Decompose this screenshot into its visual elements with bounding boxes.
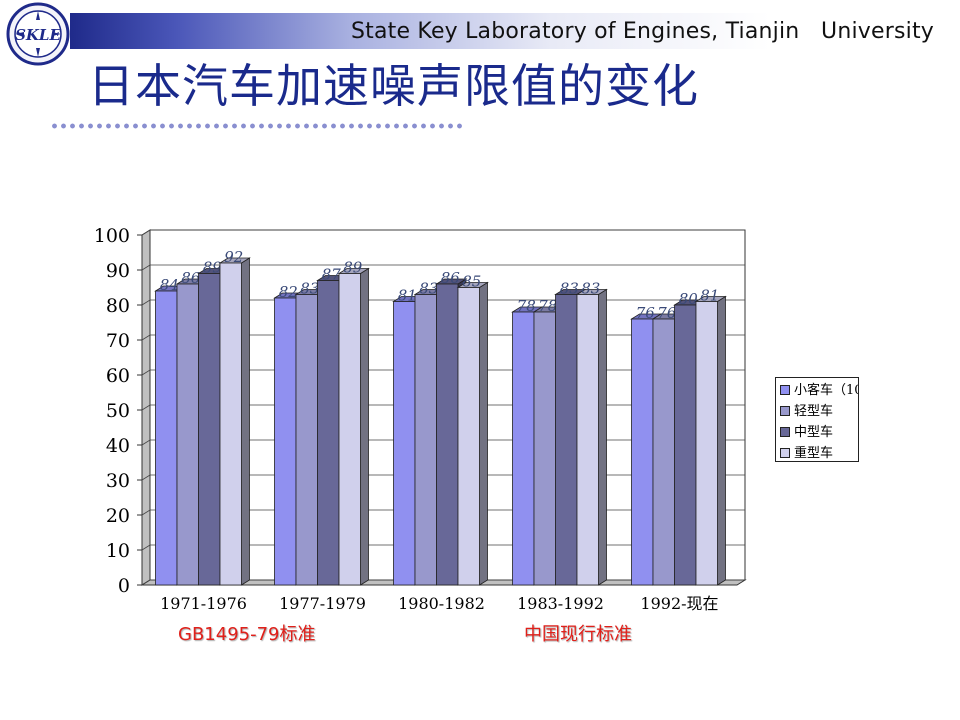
bar xyxy=(512,311,535,586)
x-tick-label: 1992-现在 xyxy=(640,594,718,613)
bar xyxy=(457,287,480,586)
bar xyxy=(576,294,599,586)
bar xyxy=(274,297,297,586)
data-label: 80 xyxy=(679,290,699,308)
data-label: 89 xyxy=(343,259,363,277)
data-label: 78 xyxy=(517,297,536,315)
legend-swatch xyxy=(780,426,790,437)
bar-side xyxy=(360,267,369,586)
x-tick-label: 1977-1979 xyxy=(279,594,366,613)
gridline xyxy=(141,264,745,271)
y-tick-label: 30 xyxy=(106,470,130,492)
gb1495-standard-label: GB1495-79标准 xyxy=(178,624,316,645)
x-tick-label: 1983-1992 xyxy=(517,594,604,613)
bar xyxy=(317,280,340,586)
data-label: 86 xyxy=(181,269,201,287)
legend-item: 重型车 xyxy=(780,444,858,465)
gridline xyxy=(141,229,745,236)
bar-side xyxy=(598,288,607,586)
data-label: 84 xyxy=(160,276,179,294)
logo-lettering: SKLE xyxy=(15,26,61,44)
data-label: 92 xyxy=(224,248,243,266)
y-tick-label: 70 xyxy=(106,330,130,352)
y-tick-label: 50 xyxy=(106,400,130,422)
y-tick-label: 10 xyxy=(106,540,130,562)
data-label: 86 xyxy=(441,269,461,287)
legend-label: 重型车 xyxy=(794,446,834,461)
bar xyxy=(295,294,318,586)
data-label: 89 xyxy=(203,259,223,277)
skle-logo: SKLE xyxy=(6,2,70,66)
legend-item: 中型车 xyxy=(780,423,858,444)
y-tick-label: 60 xyxy=(106,365,130,387)
legend-swatch xyxy=(780,384,790,395)
chart-legend: 小客车（10 轻型车 中型车 重型车 xyxy=(775,377,859,462)
data-label: 85 xyxy=(462,273,481,291)
bar xyxy=(414,294,437,586)
data-label: 83 xyxy=(581,280,600,298)
data-label: 81 xyxy=(700,287,719,305)
dotted-divider xyxy=(50,123,464,129)
legend-label: 小客车（10 xyxy=(794,383,858,398)
legend-swatch xyxy=(780,405,790,416)
legend-item: 轻型车 xyxy=(780,402,858,423)
bar xyxy=(555,294,578,586)
legend-swatch xyxy=(780,447,790,458)
data-label: 76 xyxy=(657,304,677,322)
lab-name: State Key Laboratory of Engines, Tianjin… xyxy=(350,19,934,44)
legend-label: 中型车 xyxy=(794,425,834,440)
bar xyxy=(393,301,416,586)
data-label: 83 xyxy=(419,280,438,298)
y-tick-label: 40 xyxy=(106,435,130,457)
data-label: 83 xyxy=(300,280,319,298)
gridline xyxy=(141,299,745,306)
bar-side xyxy=(241,257,250,586)
y-tick-label: 80 xyxy=(106,295,130,317)
legend-label: 轻型车 xyxy=(794,404,834,419)
data-label: 82 xyxy=(279,283,298,301)
bar-side xyxy=(479,281,488,586)
bar xyxy=(674,304,697,586)
bar xyxy=(176,283,199,586)
y-tick-label: 100 xyxy=(94,225,130,247)
x-tick-label: 1971-1976 xyxy=(160,594,247,613)
bar xyxy=(219,262,242,586)
data-label: 76 xyxy=(636,304,656,322)
data-label: 87 xyxy=(322,266,342,284)
x-tick-label: 1980-1982 xyxy=(398,594,485,613)
legend-item: 小客车（10 xyxy=(780,381,858,402)
data-label: 78 xyxy=(538,297,557,315)
bar xyxy=(436,283,459,586)
header-band xyxy=(70,13,945,49)
bar xyxy=(155,290,178,586)
bar xyxy=(533,311,556,586)
y-tick-label: 20 xyxy=(106,505,130,527)
bar xyxy=(652,318,675,586)
bar-side xyxy=(717,295,726,586)
bar xyxy=(695,301,718,586)
data-label: 81 xyxy=(398,287,417,305)
china-current-standard-label: 中国现行标准 xyxy=(524,624,632,645)
slide-title: 日本汽车加速噪声限值的变化 xyxy=(88,59,699,113)
data-label: 83 xyxy=(560,280,579,298)
bar xyxy=(631,318,654,586)
bar xyxy=(198,273,221,586)
y-tick-label: 90 xyxy=(106,260,130,282)
bar xyxy=(338,273,361,586)
y-tick-label: 0 xyxy=(118,575,130,597)
